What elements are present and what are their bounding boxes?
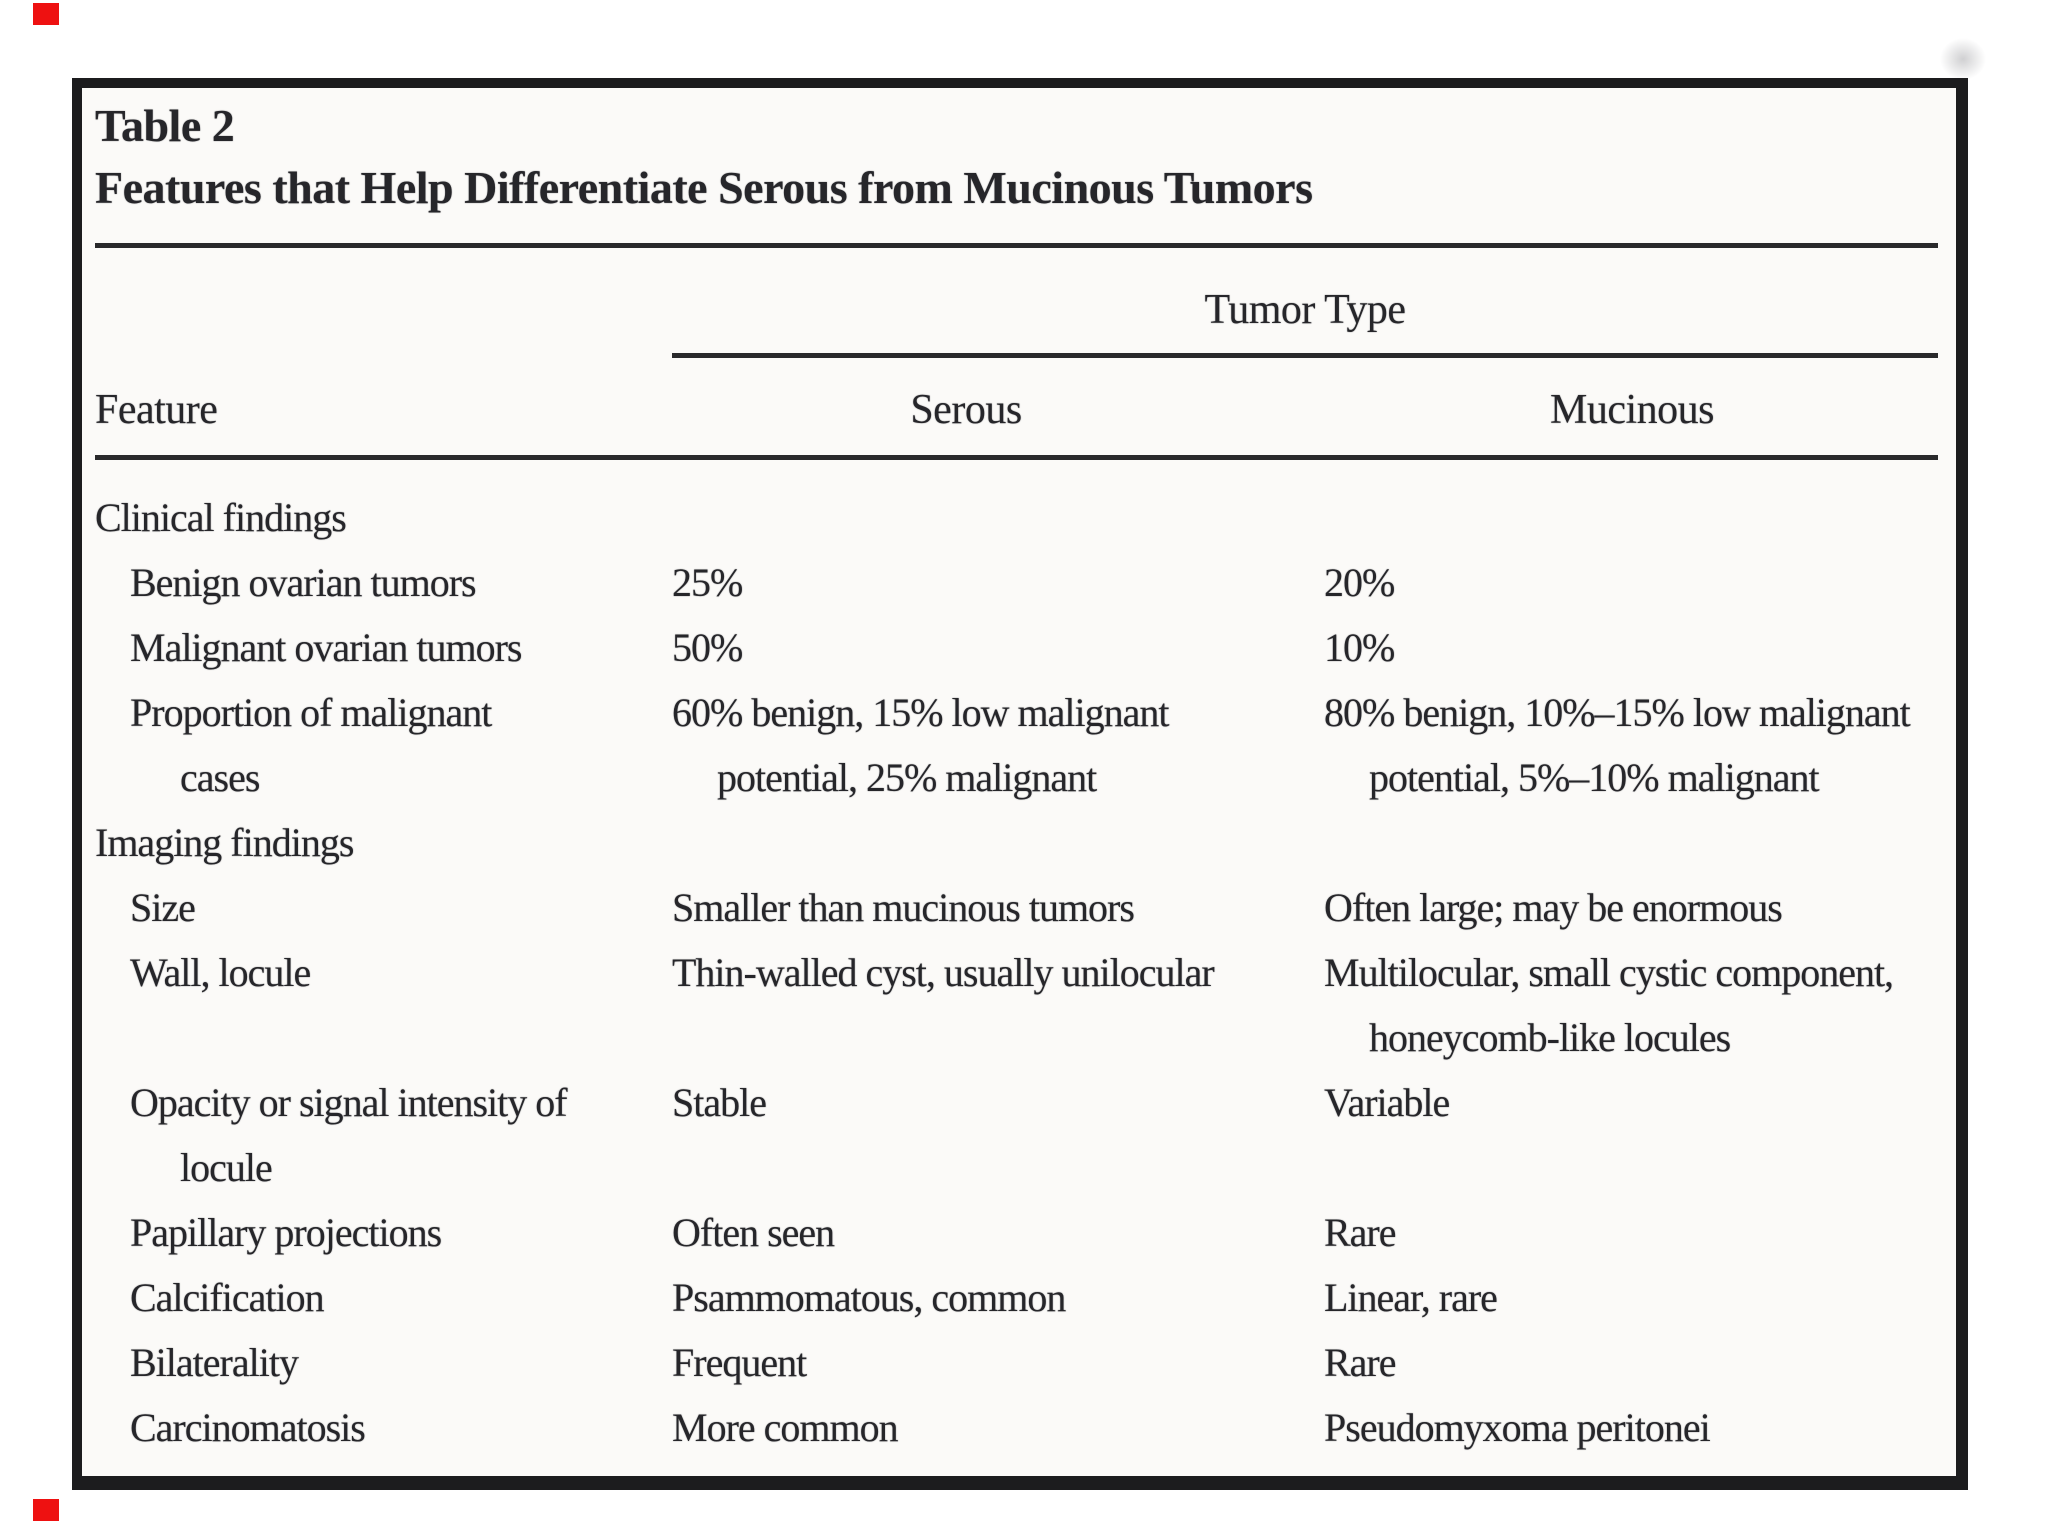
serous-cell: Stable [672,1080,767,1125]
serous-cell: Smaller than mucinous tumors [672,885,1135,930]
serous-cell: More common [672,1405,899,1450]
mucinous-cell: Multilocular, small cystic component, [1324,950,1894,995]
table-row: Benign ovarian tumors 25% 20% [95,559,1940,624]
table-number: Table 2 [95,100,235,151]
feature-cell: Carcinomatosis [130,1405,366,1450]
serous-cell: 25% [672,560,743,605]
mucinous-cell: honeycomb-like locules [1369,1015,1731,1060]
feature-cell: Wall, locule [130,950,311,995]
mucinous-cell: Rare [1324,1210,1397,1255]
table-row: Proportion of malignant 60% benign, 15% l… [95,689,1940,754]
feature-cell: Calcification [130,1275,325,1320]
serous-cell: 50% [672,625,743,670]
table-row: Opacity or signal intensity of Stable Vari… [95,1079,1940,1144]
section-row: Clinical findings [95,494,1940,559]
table-row: Papillary projections Often seen Rare [95,1209,1940,1274]
mucinous-cell: Variable [1324,1080,1450,1125]
feature-cell: Malignant ovarian tumors [130,625,522,670]
serous-cell: potential, 25% malignant [717,755,1097,800]
serous-cell: Often seen [672,1210,835,1255]
table-row: Size Smaller than mucinous tumors Often la… [95,884,1940,949]
feature-cell: Opacity or signal intensity of [130,1080,568,1125]
feature-cell: Proportion of malignant [130,690,492,735]
feature-cell: Clinical findings [95,495,347,540]
column-header-serous: Serous [910,387,1022,433]
table-row: Carcinomatosis More common Pseudomyxoma pe… [95,1404,1940,1469]
table-row: locule [95,1144,1940,1209]
table-row: honeycomb-like locules [95,1014,1940,1079]
mucinous-cell: 80% benign, 10%–15% low malignant [1324,690,1911,735]
feature-cell: Papillary projections [130,1210,442,1255]
mucinous-cell: Rare [1324,1340,1397,1385]
rule-under-column-headers [95,455,1938,460]
column-header-feature: Feature [95,387,218,433]
table-row: Wall, locule Thin-walled cyst, usually un… [95,949,1940,1014]
serous-cell: Frequent [672,1340,807,1385]
table-row: Calcification Psammomatous, common Linear,… [95,1274,1940,1339]
table-title: Features that Help Differentiate Serous … [95,162,1313,213]
mucinous-cell: Often large; may be enormous [1324,885,1783,930]
table-row: Malignant ovarian tumors 50% 10% [95,624,1940,689]
table-row: cases potential, 25% malignant potential, … [95,754,1940,819]
feature-cell: locule [180,1145,273,1190]
feature-cell: Benign ovarian tumors [130,560,477,605]
rule-under-title [95,243,1938,248]
table-rows: Clinical findings Benign ovarian tumors 25… [95,494,1940,1469]
table-frame [72,78,1968,1490]
red-scan-artifact-bottom [33,1499,59,1521]
feature-cell: Imaging findings [95,820,354,865]
column-group-header-tumor-type: Tumor Type [1204,287,1406,333]
red-scan-artifact-top [33,3,59,25]
feature-cell: cases [180,755,260,800]
feature-cell: Size [130,885,196,930]
mucinous-cell: Pseudomyxoma peritonei [1324,1405,1711,1450]
table-row: Bilaterality Frequent Rare [95,1339,1940,1404]
serous-cell: 60% benign, 15% low malignant [672,690,1169,735]
mucinous-cell: potential, 5%–10% malignant [1369,755,1820,800]
serous-cell: Thin-walled cyst, usually unilocular [672,950,1215,995]
feature-cell: Bilaterality [130,1340,299,1385]
mucinous-cell: 10% [1324,625,1395,670]
scan-smudge [1940,38,1986,80]
serous-cell: Psammomatous, common [672,1275,1066,1320]
rule-under-tumor-type [672,353,1938,358]
section-row: Imaging findings [95,819,1940,884]
mucinous-cell: 20% [1324,560,1395,605]
column-header-mucinous: Mucinous [1550,387,1715,433]
mucinous-cell: Linear, rare [1324,1275,1498,1320]
